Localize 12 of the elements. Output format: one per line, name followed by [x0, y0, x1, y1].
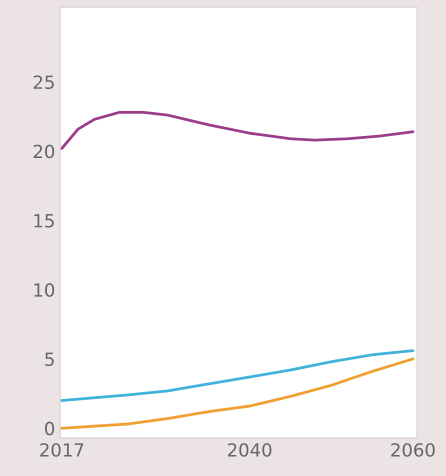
y-tick-label: 10	[34, 283, 54, 297]
y-tick-label: 20	[34, 144, 54, 158]
x-tick-label: 2017	[40, 443, 84, 457]
y-tick-label: 0	[45, 422, 54, 436]
y-tick-label: 25	[34, 75, 54, 90]
line-series	[60, 358, 414, 430]
line-series	[60, 349, 414, 402]
y-tick-label: 5	[45, 352, 54, 366]
line-series	[60, 111, 414, 150]
y-tick-label: 15	[34, 214, 54, 228]
x-tick-label: 2040	[228, 443, 272, 457]
x-tick-label: 2060	[391, 443, 435, 457]
